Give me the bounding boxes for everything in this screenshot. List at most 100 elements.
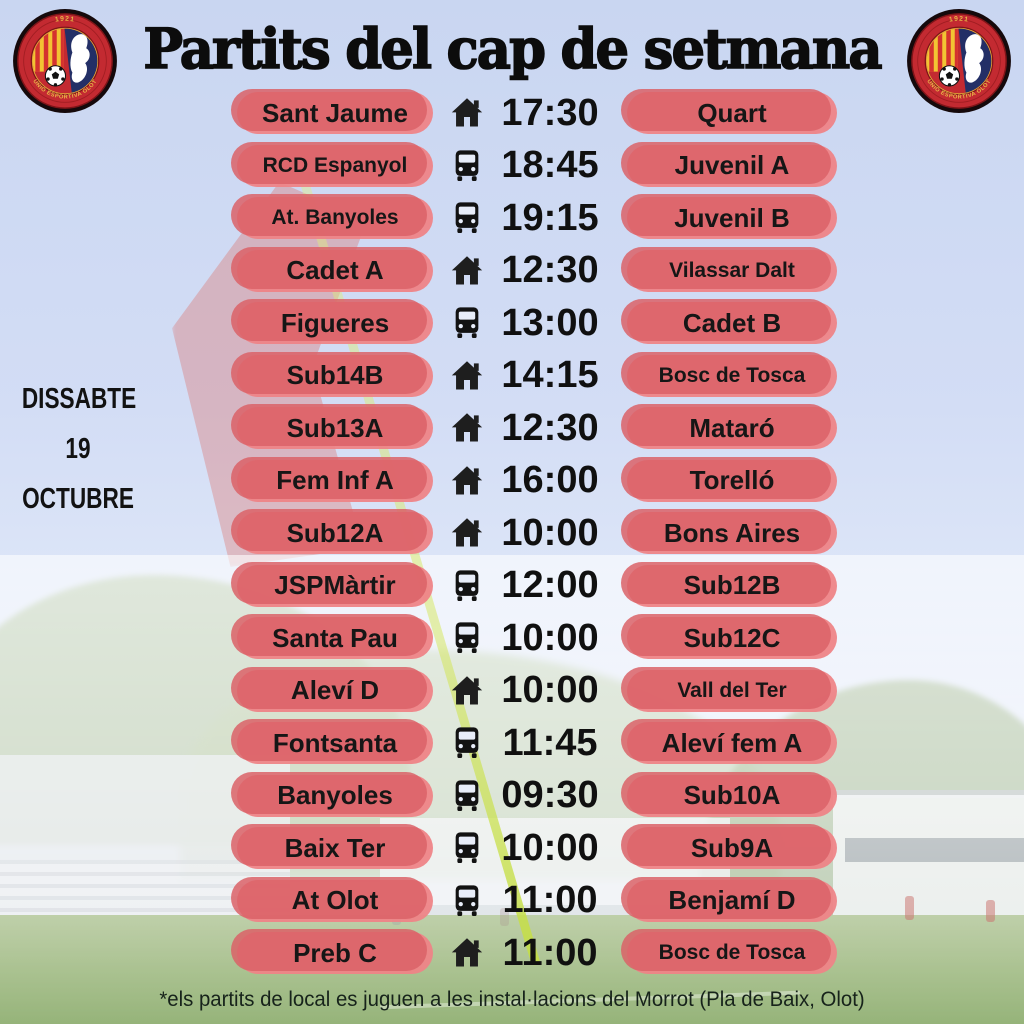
date-weekday: DISSABTE [21, 383, 137, 415]
fixture-row: Figueres 13:00 Cadet B [237, 302, 837, 344]
house-icon [451, 255, 483, 284]
home-team-pill: Sub13A [237, 407, 433, 449]
home-team-label: Sub14B [286, 360, 384, 390]
kickoff-time: 10:00 [501, 511, 599, 554]
fixture-row: Sub13A 12:30 Mataró [237, 407, 837, 449]
home-team-pill: Sant Jaume [237, 92, 433, 134]
away-team-pill: Vilassar Dalt [627, 249, 837, 292]
kickoff-time: 11:00 [502, 931, 598, 974]
bus-icon [455, 202, 479, 234]
kickoff-time: 14:15 [501, 354, 599, 396]
home-team-label: Banyoles [277, 780, 393, 810]
bus-icon [455, 832, 479, 864]
house-icon [451, 675, 483, 704]
home-team-pill: Aleví D [237, 669, 433, 712]
house-icon [451, 360, 483, 389]
page-title: Partits del cap de setmana [143, 15, 884, 82]
home-team-pill: Fontsanta [237, 722, 433, 764]
kickoff-time: 11:45 [502, 721, 598, 764]
home-team-pill: Banyoles [237, 774, 433, 817]
background-player [986, 900, 995, 922]
away-team-pill: Aleví fem A [627, 722, 837, 764]
away-team-pill: Vall del Ter [627, 669, 837, 712]
background-clubhouse-windows [845, 838, 1024, 862]
venue-icon-slot [447, 147, 487, 185]
club-crest-left: 1921 UNIÓ ESPORTIVA OLOT [13, 9, 117, 113]
home-team-pill: Sub12A [237, 512, 433, 554]
venue-icon-slot [447, 619, 487, 657]
venue-icon-slot [447, 724, 487, 762]
club-crest-right: 1921 UNIÓ ESPORTIVA OLOT [907, 9, 1011, 113]
kickoff-time: 10:00 [501, 669, 599, 711]
away-team-label: Bosc de Tosca [658, 363, 806, 387]
house-icon [451, 465, 483, 494]
away-team-label: Mataró [689, 412, 775, 443]
away-team-pill: Bons Aires [627, 512, 837, 554]
venue-icon-slot [447, 199, 487, 237]
crest-white-figure [70, 34, 90, 83]
venue-icon-slot [447, 304, 487, 342]
bus-icon [455, 727, 479, 759]
away-team-label: Sub10A [683, 780, 781, 810]
away-team-pill: Torelló [627, 459, 837, 502]
home-team-label: Preb C [293, 937, 377, 968]
svg-text:1921: 1921 [949, 16, 970, 24]
home-team-pill: RCD Espanyol [237, 144, 433, 187]
home-team-pill: At Olot [237, 879, 433, 922]
away-team-pill: Sub12B [627, 564, 837, 607]
bus-icon [455, 779, 479, 811]
kickoff-time: 18:45 [501, 144, 599, 186]
away-team-label: Sub12B [683, 570, 781, 600]
fixture-row: Baix Ter 10:00 Sub9A [237, 827, 837, 869]
home-team-label: Sant Jaume [262, 97, 408, 128]
fixture-row: Banyoles 09:30 Sub10A [237, 774, 837, 817]
background-player [905, 896, 914, 920]
house-icon [451, 938, 483, 967]
home-team-label: Fem Inf A [276, 465, 394, 495]
fixture-row: At Olot 11:00 Benjamí D [237, 879, 837, 922]
date-month: OCTUBRE [22, 483, 134, 515]
away-team-pill: Bosc de Tosca [627, 932, 837, 974]
house-icon [451, 518, 483, 547]
away-team-label: Sub9A [690, 832, 774, 863]
venue-icon-slot [447, 253, 487, 289]
venue-icon-slot [447, 515, 487, 551]
venue-icon-slot [447, 935, 487, 971]
venue-icon-slot [447, 567, 487, 605]
fixture-row: RCD Espanyol 18:45 Juvenil A [237, 144, 837, 187]
background-clubhouse [833, 795, 1024, 920]
kickoff-time: 19:15 [501, 196, 599, 239]
home-team-label: At. Banyoles [271, 206, 399, 229]
away-team-pill: Sub9A [627, 827, 837, 869]
away-team-label: Aleví fem A [661, 727, 803, 758]
fixture-row: Santa Pau 10:00 Sub12C [237, 617, 837, 659]
away-team-label: Bons Aires [663, 517, 801, 548]
home-team-label: Aleví D [290, 675, 380, 705]
kickoff-time: 12:30 [501, 249, 599, 291]
fixture-row: Sub14B 14:15 Bosc de Tosca [237, 354, 837, 397]
venue-icon-slot [447, 410, 487, 446]
kickoff-time: 10:00 [501, 826, 599, 869]
home-team-pill: Sub14B [237, 354, 433, 397]
away-team-pill: Sub10A [627, 774, 837, 817]
venue-icon-slot [447, 777, 487, 815]
away-team-pill: Benjamí D [627, 879, 837, 922]
home-team-label: At Olot [291, 885, 379, 915]
bus-icon [455, 569, 479, 601]
home-team-pill: Baix Ter [237, 827, 433, 869]
home-team-label: Figueres [280, 307, 390, 338]
home-team-pill: Preb C [237, 932, 433, 974]
fixture-row: Aleví D 10:00 Vall del Ter [237, 669, 837, 712]
venue-icon-slot [447, 882, 487, 920]
away-team-label: Benjamí D [668, 885, 796, 915]
home-team-label: RCD Espanyol [262, 153, 408, 177]
fixture-row: Fem Inf A 16:00 Torelló [237, 459, 837, 502]
date-day: 19 [65, 433, 91, 465]
background-clubhouse-roof [826, 790, 1024, 798]
away-team-pill: Mataró [627, 407, 837, 449]
away-team-label: Juvenil B [674, 202, 790, 233]
venue-icon-slot [447, 358, 487, 394]
home-team-label: Fontsanta [272, 727, 398, 758]
fixture-row: At. Banyoles 19:15 Juvenil B [237, 197, 837, 239]
